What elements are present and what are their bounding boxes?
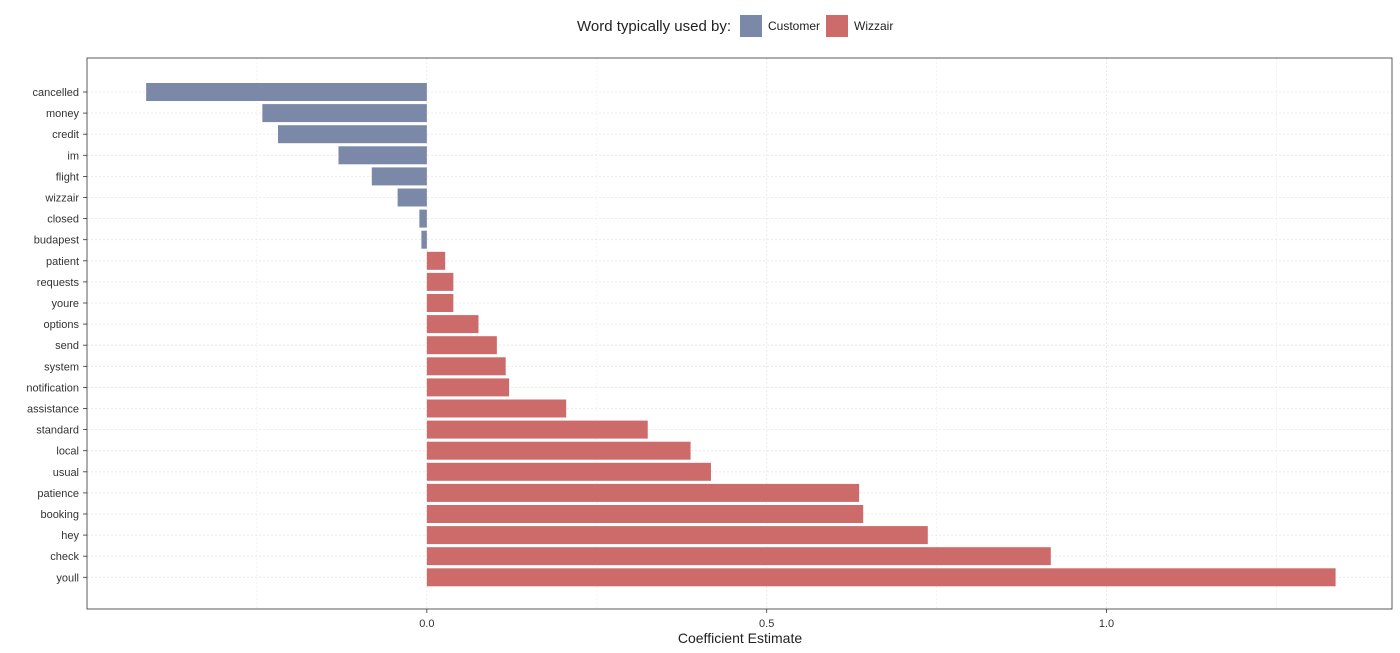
- bar-requests: [426, 272, 454, 291]
- y-tick-label-youre: youre: [51, 298, 79, 310]
- y-tick-label-send: send: [55, 340, 79, 352]
- bar-patient: [426, 251, 446, 270]
- bar-im: [338, 146, 427, 165]
- bars: [146, 83, 1336, 587]
- y-tick-label-im: im: [67, 150, 79, 162]
- y-tick-label-requests: requests: [37, 277, 80, 289]
- x-tick-label: 1.0: [1099, 618, 1114, 630]
- y-tick-label-hey: hey: [61, 530, 79, 542]
- y-tick-label-options: options: [44, 319, 80, 331]
- x-axis-title: Coefficient Estimate: [678, 630, 802, 646]
- x-axis: 0.0 0.5 1.0: [419, 609, 1114, 630]
- y-tick-label-usual: usual: [53, 467, 79, 479]
- legend: Word typically used by: Customer Wizzair: [577, 15, 893, 37]
- y-tick-label-notification: notification: [26, 382, 79, 394]
- bar-send: [426, 336, 497, 355]
- bar-usual: [426, 462, 711, 481]
- bar-budapest: [421, 230, 427, 249]
- y-tick-label-system: system: [44, 361, 79, 373]
- y-tick-label-budapest: budapest: [34, 235, 79, 247]
- y-tick-label-check: check: [50, 551, 79, 563]
- y-tick-label-flight: flight: [56, 171, 79, 183]
- y-tick-label-money: money: [46, 108, 80, 120]
- y-tick-label-wizzair: wizzair: [44, 193, 79, 205]
- legend-title: Word typically used by:: [577, 18, 731, 35]
- bar-check: [426, 547, 1051, 566]
- legend-label-wizzair: Wizzair: [854, 19, 893, 33]
- bar-local: [426, 441, 691, 460]
- y-tick-label-assistance: assistance: [27, 404, 79, 416]
- x-tick-label: 0.0: [419, 618, 434, 630]
- bar-wizzair: [397, 188, 427, 207]
- bar-options: [426, 315, 479, 334]
- bar-hey: [426, 526, 928, 545]
- bar-booking: [426, 505, 864, 523]
- y-tick-label-credit: credit: [52, 129, 79, 141]
- bar-money: [262, 104, 427, 123]
- y-tick-label-patience: patience: [37, 488, 79, 500]
- bar-cancelled: [146, 83, 427, 101]
- bar-credit: [277, 125, 427, 144]
- y-tick-label-local: local: [56, 446, 79, 458]
- y-tick-label-standard: standard: [36, 425, 79, 437]
- legend-label-customer: Customer: [768, 19, 820, 33]
- y-tick-label-cancelled: cancelled: [33, 87, 79, 99]
- legend-key-customer: [740, 15, 762, 37]
- x-tick-label: 0.5: [759, 618, 774, 630]
- bar-notification: [426, 378, 510, 397]
- y-tick-label-booking: booking: [40, 509, 79, 521]
- bar-system: [426, 357, 506, 376]
- plot-panel-border: [86, 57, 1393, 610]
- bar-assistance: [426, 399, 567, 418]
- bar-youll: [426, 568, 1336, 587]
- y-tick-label-patient: patient: [46, 256, 79, 268]
- bar-flight: [371, 167, 427, 186]
- y-axis: cancelled money credit im flight wizzair close…: [26, 87, 87, 584]
- y-tick-label-closed: closed: [47, 214, 79, 226]
- bar-patience: [426, 483, 860, 502]
- bar-standard: [426, 420, 648, 439]
- bar-closed: [419, 209, 427, 228]
- y-tick-label-youll: youll: [56, 572, 79, 584]
- bar-youre: [426, 294, 454, 312]
- legend-key-wizzair: [826, 15, 848, 37]
